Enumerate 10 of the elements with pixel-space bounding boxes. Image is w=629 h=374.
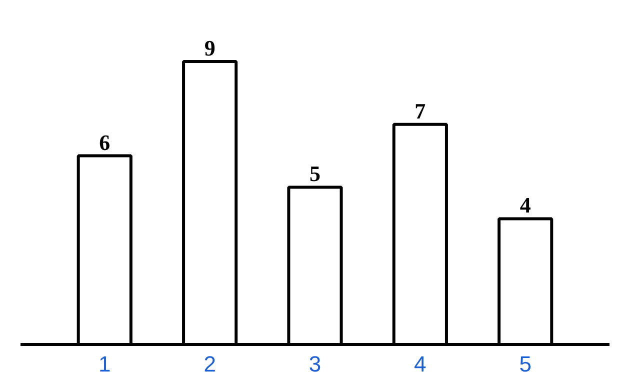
x-tick-label: 3 (308, 352, 322, 374)
x-tick-label: 2 (204, 352, 216, 374)
x-tick-label: 5 (519, 352, 532, 374)
data-label: 4 (520, 192, 531, 218)
data-label: 5 (310, 161, 320, 186)
x-tick-label: 4 (414, 352, 426, 374)
x-tick-label: 1 (98, 352, 111, 374)
data-label: 6 (99, 130, 110, 155)
data-label: 9 (204, 35, 216, 60)
data-label: 7 (414, 98, 426, 124)
